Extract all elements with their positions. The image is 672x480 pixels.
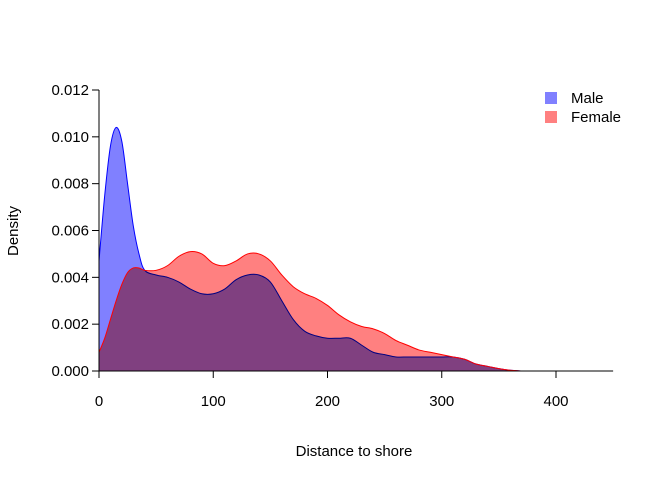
x-axis-title: Distance to shore xyxy=(296,443,413,460)
density-line-female xyxy=(98,250,522,372)
y-tick-label: 0.008 xyxy=(51,176,89,193)
axes: 0.000 0.002 0.004 0.006 0.008 0.010 0.012 0 100 2… xyxy=(51,82,614,410)
legend-swatch-female xyxy=(545,111,557,123)
plot-areas xyxy=(98,126,522,372)
x-tick-label: 100 xyxy=(201,393,226,410)
y-tick-label: 0.002 xyxy=(51,316,89,333)
y-tick-label: 0.010 xyxy=(51,129,89,146)
legend-swatch-male xyxy=(545,92,557,104)
x-tick-label: 0 xyxy=(95,393,103,410)
y-tick-label: 0.004 xyxy=(51,269,89,286)
x-tick-label: 200 xyxy=(315,393,340,410)
y-tick-label: 0.006 xyxy=(51,223,89,240)
y-axis-title: Density xyxy=(5,205,22,256)
x-tick-label: 400 xyxy=(543,393,568,410)
y-tick-label: 0.012 xyxy=(51,82,89,99)
legend: Male Female xyxy=(545,90,621,126)
legend-label-female: Female xyxy=(571,109,621,126)
x-tick-label: 300 xyxy=(429,393,454,410)
density-area-female xyxy=(99,251,522,371)
y-tick-label: 0.000 xyxy=(51,363,89,380)
legend-label-male: Male xyxy=(571,90,604,107)
